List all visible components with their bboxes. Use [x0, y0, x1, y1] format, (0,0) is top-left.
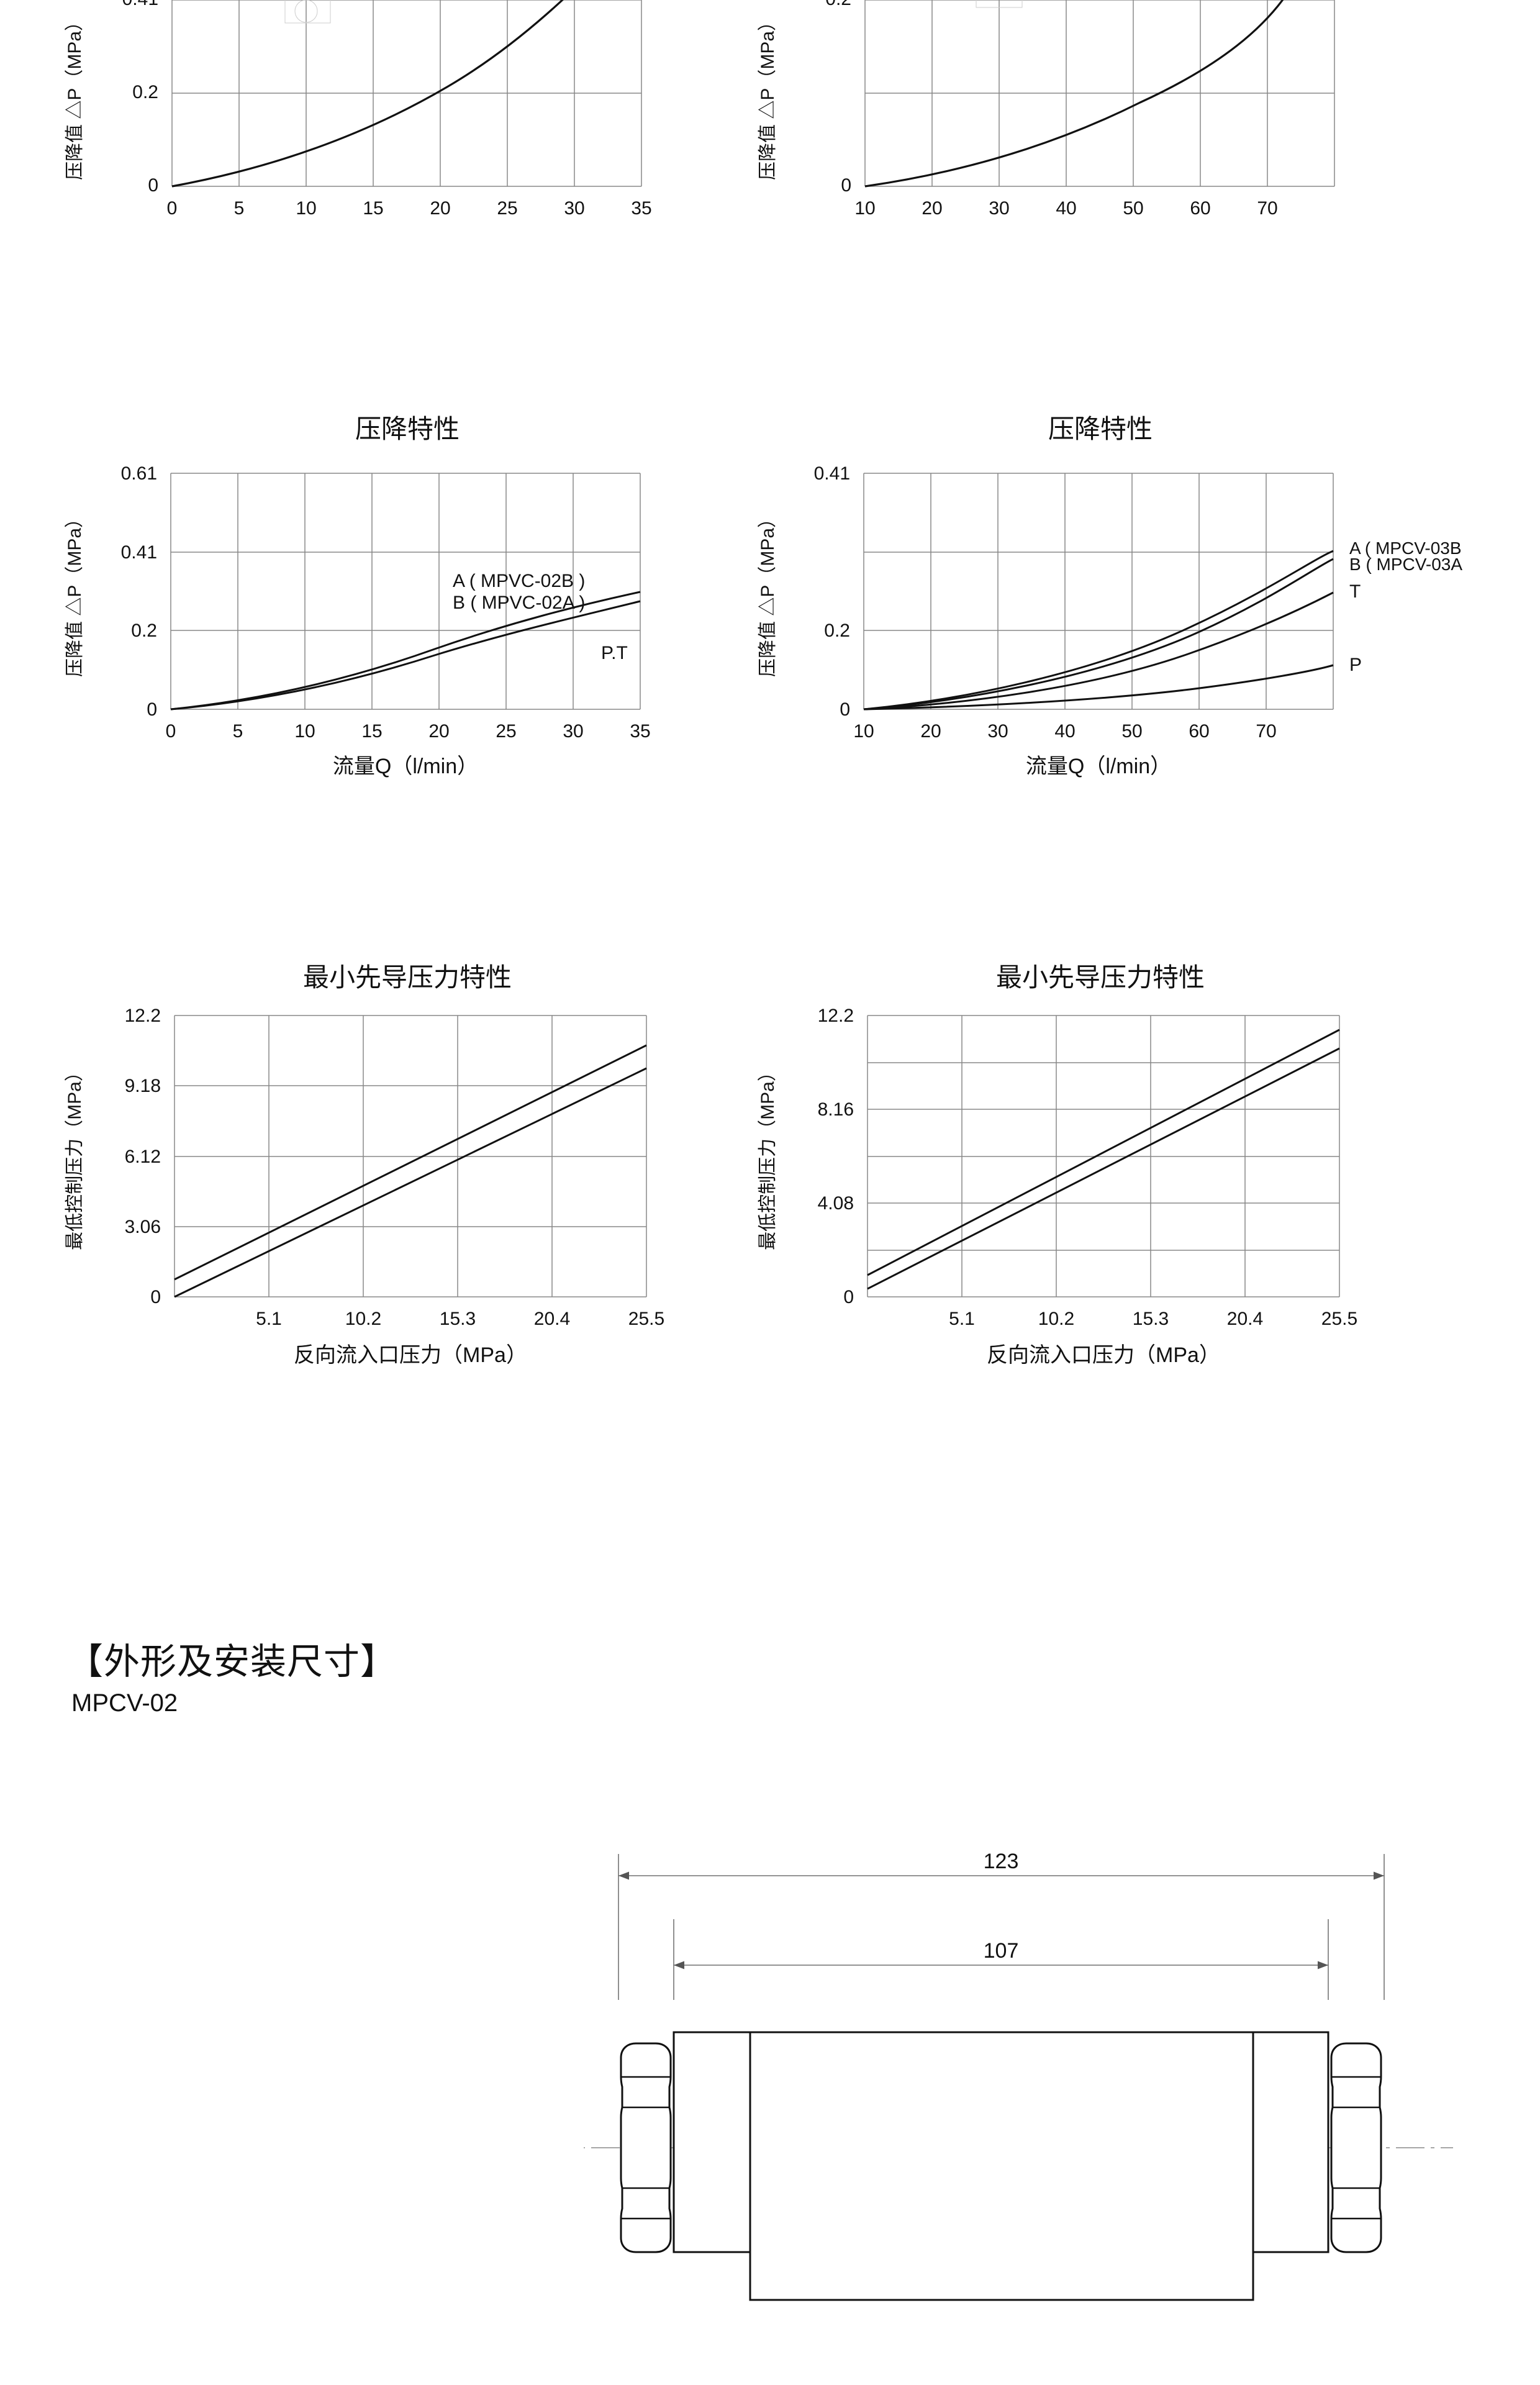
svg-text:0: 0	[840, 699, 850, 720]
svg-text:10.2: 10.2	[345, 1309, 381, 1329]
svg-text:0.61: 0.61	[121, 463, 157, 484]
svg-text:0.2: 0.2	[824, 620, 850, 641]
svg-text:60: 60	[1189, 721, 1209, 742]
svg-text:3.06: 3.06	[125, 1217, 161, 1237]
svg-text:0: 0	[841, 175, 851, 196]
svg-text:8.16: 8.16	[818, 1099, 854, 1120]
svg-text:60: 60	[1190, 198, 1210, 217]
svg-text:0: 0	[167, 198, 178, 217]
svg-text:0.2: 0.2	[825, 0, 851, 9]
svg-text:25: 25	[496, 721, 516, 742]
svg-text:压降值 △P（MPa）: 压降值 △P（MPa）	[758, 12, 778, 180]
svg-text:40: 40	[1054, 721, 1075, 742]
svg-text:50: 50	[1121, 721, 1142, 742]
svg-text:12.2: 12.2	[818, 1006, 854, 1026]
svg-text:20: 20	[922, 198, 942, 217]
svg-text:流量Q（l/min）: 流量Q（l/min）	[333, 755, 478, 778]
svg-text:10: 10	[854, 198, 875, 217]
svg-text:25: 25	[497, 198, 517, 217]
svg-text:4.08: 4.08	[818, 1193, 854, 1214]
svg-text:0.41: 0.41	[814, 463, 850, 484]
svg-text:25.5: 25.5	[628, 1309, 664, 1329]
svg-text:反向流入口压力（MPa）: 反向流入口压力（MPa）	[294, 1343, 527, 1367]
svg-text:T: T	[1349, 581, 1361, 602]
svg-text:B ( MPCV-03A ): B ( MPCV-03A )	[1349, 555, 1463, 574]
svg-text:0: 0	[843, 1287, 854, 1307]
svg-text:0.2: 0.2	[131, 620, 157, 641]
svg-text:A ( MPVC-02B ): A ( MPVC-02B )	[453, 571, 585, 591]
svg-text:20: 20	[428, 721, 449, 742]
svg-text:40: 40	[1056, 198, 1076, 217]
svg-text:P: P	[1349, 655, 1362, 675]
svg-text:5: 5	[234, 198, 245, 217]
svg-text:0.2: 0.2	[132, 82, 158, 102]
svg-text:压降特性: 压降特性	[1048, 414, 1153, 443]
svg-text:压降特性: 压降特性	[355, 414, 460, 443]
svg-text:15.3: 15.3	[440, 1309, 476, 1329]
svg-text:最低控制压力（MPa）: 最低控制压力（MPa）	[758, 1063, 778, 1250]
svg-text:50: 50	[1123, 198, 1143, 217]
svg-text:30: 30	[989, 198, 1009, 217]
svg-text:15: 15	[363, 198, 383, 217]
svg-text:压降值 △P（MPa）: 压降值 △P（MPa）	[65, 12, 85, 180]
svg-text:20: 20	[430, 198, 450, 217]
svg-text:20: 20	[920, 721, 941, 742]
svg-text:70: 70	[1257, 198, 1277, 217]
svg-text:10.2: 10.2	[1038, 1309, 1074, 1329]
svg-text:15: 15	[361, 721, 382, 742]
svg-text:0: 0	[148, 175, 158, 196]
svg-text:5.1: 5.1	[949, 1309, 975, 1329]
svg-text:5: 5	[233, 721, 243, 742]
svg-text:6.12: 6.12	[125, 1147, 161, 1167]
svg-text:最低控制压力（MPa）: 最低控制压力（MPa）	[65, 1063, 85, 1250]
svg-text:35: 35	[630, 721, 650, 742]
svg-text:B ( MPVC-02A ): B ( MPVC-02A )	[453, 593, 585, 613]
svg-text:10: 10	[294, 721, 315, 742]
svg-text:20.4: 20.4	[1227, 1309, 1263, 1329]
svg-text:最小先导压力特性: 最小先导压力特性	[996, 963, 1205, 992]
svg-text:9.18: 9.18	[125, 1076, 161, 1096]
svg-text:20.4: 20.4	[534, 1309, 570, 1329]
svg-text:流量Q（l/min）: 流量Q（l/min）	[1026, 755, 1171, 778]
svg-text:30: 30	[564, 198, 584, 217]
svg-text:30: 30	[563, 721, 583, 742]
svg-text:12.2: 12.2	[125, 1006, 161, 1026]
svg-text:5.1: 5.1	[256, 1309, 282, 1329]
svg-text:10: 10	[853, 721, 874, 742]
svg-text:0: 0	[166, 721, 176, 742]
svg-text:70: 70	[1256, 721, 1276, 742]
svg-text:最小先导压力特性: 最小先导压力特性	[303, 963, 512, 992]
svg-text:0: 0	[150, 1287, 161, 1307]
svg-text:0: 0	[147, 699, 157, 720]
svg-text:0.41: 0.41	[121, 542, 157, 563]
svg-text:107: 107	[984, 1939, 1019, 1963]
svg-text:P.T: P.T	[601, 643, 628, 663]
svg-text:25.5: 25.5	[1321, 1309, 1357, 1329]
svg-text:10: 10	[296, 198, 316, 217]
svg-text:压降值 △P（MPa）: 压降值 △P（MPa）	[758, 509, 778, 677]
svg-text:35: 35	[631, 198, 651, 217]
svg-text:反向流入口压力（MPa）: 反向流入口压力（MPa）	[987, 1343, 1220, 1367]
svg-text:15.3: 15.3	[1133, 1309, 1169, 1329]
svg-text:30: 30	[987, 721, 1008, 742]
svg-text:123: 123	[984, 1850, 1019, 1873]
svg-text:压降值 △P（MPa）: 压降值 △P（MPa）	[65, 509, 85, 677]
svg-text:0.41: 0.41	[122, 0, 158, 9]
